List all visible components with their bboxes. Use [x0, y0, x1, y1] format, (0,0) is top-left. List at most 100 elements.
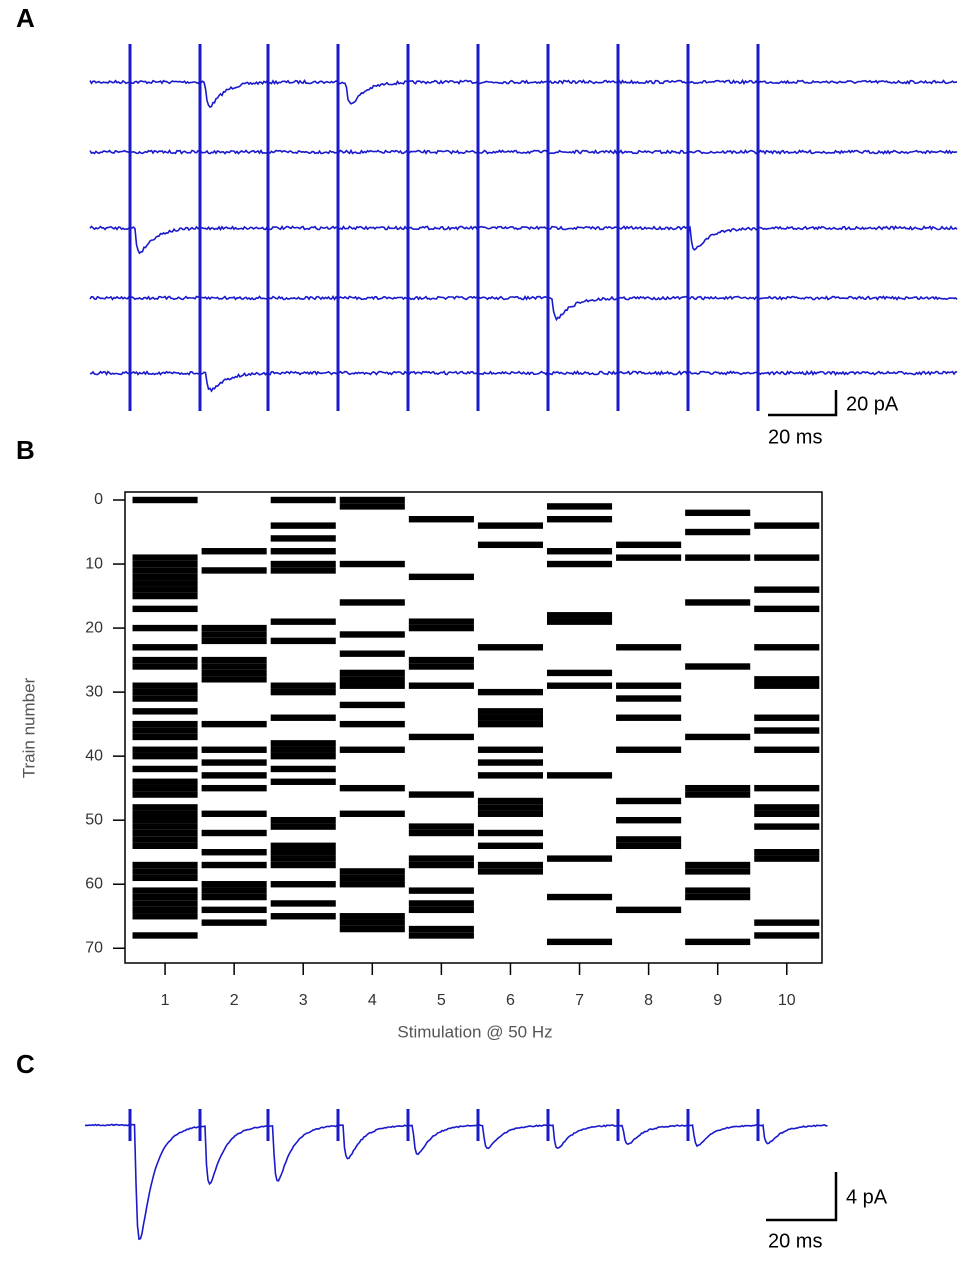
response-bar [132, 573, 198, 581]
response-bar [685, 733, 751, 741]
response-bar [408, 861, 474, 869]
response-bar [477, 708, 543, 715]
response-bar [685, 868, 751, 875]
current-trace [84, 1123, 828, 1241]
response-bar [132, 560, 198, 568]
y-tick-label: 40 [85, 747, 103, 764]
response-bar [270, 900, 336, 907]
response-bar [132, 644, 198, 651]
response-bar [408, 829, 474, 837]
response-bar [270, 714, 336, 721]
current-trace [89, 294, 958, 322]
response-bar [201, 881, 267, 888]
response-bar [270, 522, 336, 529]
response-bar [616, 836, 682, 843]
response-bar [616, 797, 682, 805]
response-bar [616, 714, 682, 721]
response-bar [201, 887, 267, 894]
y-tick-label: 30 [85, 683, 103, 700]
response-bar [132, 567, 198, 574]
response-bar [754, 714, 820, 721]
response-bar [201, 624, 267, 632]
response-bar [339, 925, 405, 933]
response-bar [685, 599, 751, 606]
response-bar [201, 861, 267, 869]
response-bar [201, 567, 267, 574]
response-bar [339, 913, 405, 920]
response-bar [201, 656, 267, 664]
response-bar [270, 913, 336, 920]
response-bar [546, 938, 613, 946]
response-bar [270, 765, 336, 773]
response-bar [132, 695, 198, 702]
response-bar [339, 868, 405, 875]
response-bar [408, 573, 474, 581]
response-bar [132, 861, 198, 869]
response-bar [685, 784, 751, 792]
response-bar [339, 560, 405, 568]
response-bar [201, 906, 267, 914]
response-bar [754, 644, 820, 651]
response-bar [477, 644, 543, 651]
scale-bars [766, 390, 838, 1222]
response-bar [339, 676, 405, 683]
x-tick-label: 5 [437, 992, 446, 1009]
response-bar [477, 810, 543, 817]
response-bar [270, 752, 336, 760]
response-bar [477, 522, 543, 529]
response-bar [754, 522, 820, 529]
response-bar [616, 541, 682, 549]
response-bar [339, 682, 405, 689]
response-bar [270, 823, 336, 830]
response-bar [754, 605, 820, 613]
scale-bar [768, 390, 838, 417]
response-bar [201, 829, 267, 837]
response-bar [270, 682, 336, 689]
x-tick-label: 2 [230, 992, 239, 1009]
response-bar [132, 727, 198, 734]
response-bar [201, 759, 267, 766]
response-bar [477, 861, 543, 869]
response-bar [201, 746, 267, 753]
response-bar [546, 855, 613, 862]
response-bar [546, 516, 613, 523]
panel-label: C [16, 1049, 35, 1079]
response-bar [270, 496, 336, 504]
x-tick-label: 9 [713, 992, 722, 1009]
response-bar [546, 682, 613, 689]
response-bar [408, 733, 474, 741]
response-bar [270, 842, 336, 850]
y-tick-label: 70 [85, 939, 103, 956]
response-bar [339, 881, 405, 888]
response-bar [408, 906, 474, 914]
response-bar [546, 893, 613, 901]
response-bar [685, 509, 751, 517]
response-bar [546, 618, 613, 625]
response-bar [132, 816, 198, 824]
response-bar [408, 887, 474, 894]
x-tick-label: 10 [778, 992, 796, 1009]
current-trace [89, 369, 958, 393]
y-tick-label: 0 [94, 491, 103, 508]
response-bar [408, 682, 474, 689]
response-bar [408, 932, 474, 939]
response-bar [270, 816, 336, 824]
response-bar [408, 618, 474, 625]
response-bar [201, 548, 267, 555]
response-bar [339, 669, 405, 677]
response-bar [270, 535, 336, 542]
response-bar [201, 893, 267, 901]
scale-label: 4 pA [846, 1186, 888, 1208]
response-bar [132, 887, 198, 894]
panel-label: B [16, 435, 35, 465]
response-bar [339, 720, 405, 728]
response-bar [201, 637, 267, 645]
response-bar [270, 740, 336, 747]
response-bar [132, 720, 198, 728]
response-bar [685, 861, 751, 869]
response-bar [339, 810, 405, 817]
response-bar [201, 919, 267, 926]
response-bar [270, 688, 336, 696]
response-bar [132, 752, 198, 760]
response-bar [477, 797, 543, 805]
